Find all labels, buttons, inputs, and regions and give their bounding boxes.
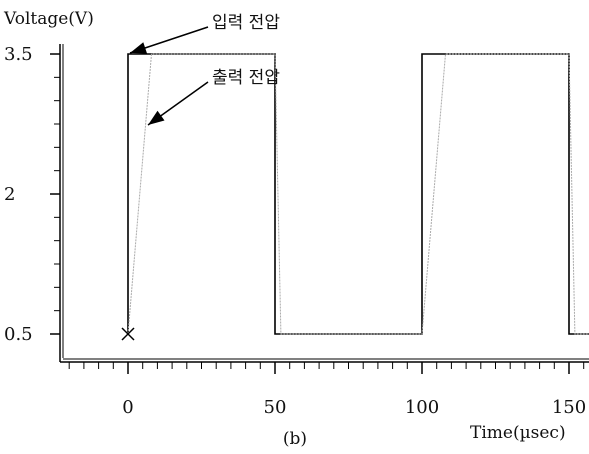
start-marker-stroke — [121, 327, 135, 341]
x-tick-label: 150 — [552, 397, 586, 418]
x-tick-label: 0 — [122, 397, 133, 418]
y-tick-label: 3.5 — [4, 44, 33, 65]
y-axis-label: Voltage(V) — [3, 9, 94, 29]
axes — [59, 44, 589, 363]
output-voltage-annotation-label: 출력 전압 — [212, 68, 280, 88]
ticks: 0 50 100 150 0.5 2 3.5 — [4, 44, 586, 418]
y-tick-label: 2 — [4, 184, 15, 205]
x-tick-label: 50 — [264, 397, 287, 418]
input-voltage-annotation-label: 입력 전압 — [212, 13, 280, 33]
series-group — [127, 53, 589, 335]
input-voltage-annotation-arrow-head — [130, 42, 148, 54]
figure-caption: (b) — [283, 429, 307, 449]
x-axis-label: Time(µsec) — [470, 423, 566, 443]
y-tick-label: 0.5 — [4, 324, 33, 345]
series-line-1 — [127, 53, 589, 335]
series-line-0 — [127, 53, 589, 335]
x-tick-label: 100 — [405, 397, 439, 418]
output-voltage-annotation-arrow-head — [148, 110, 165, 125]
